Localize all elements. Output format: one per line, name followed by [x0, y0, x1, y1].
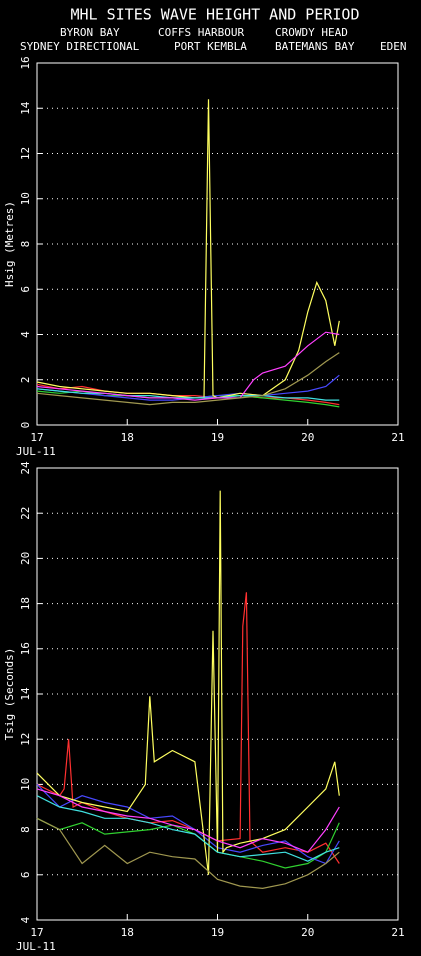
x-tick-label: 19 — [211, 926, 224, 939]
x-tick-label: 21 — [391, 431, 404, 444]
y-tick-label: 6 — [19, 871, 32, 878]
y-tick-label: 8 — [19, 241, 32, 248]
y-tick-label: 16 — [19, 56, 32, 69]
plot-frame — [36, 467, 399, 921]
y-tick-label: 2 — [19, 376, 32, 383]
y-tick-label: 18 — [19, 597, 32, 610]
series-line — [36, 99, 340, 399]
y-tick-label: 14 — [19, 687, 32, 701]
x-axis-label: JUL-11 — [16, 940, 56, 953]
legend-entry: SYDNEY DIRECTIONAL — [20, 40, 140, 53]
series-line — [36, 374, 340, 401]
y-tick-label: 10 — [19, 778, 32, 791]
x-tick-label: 19 — [211, 431, 224, 444]
legend-entry: PORT KEMBLA — [174, 40, 247, 53]
series-line — [36, 383, 340, 406]
legend-entry: EDEN — [380, 40, 407, 53]
legend-entry: BYRON BAY — [60, 26, 120, 39]
y-tick-label: 4 — [19, 331, 32, 338]
series-line — [36, 817, 340, 890]
y-tick-label: 22 — [19, 507, 32, 520]
series-line — [36, 788, 340, 853]
x-tick-label: 20 — [301, 926, 314, 939]
x-tick-label: 18 — [121, 926, 134, 939]
y-tick-label: 8 — [19, 826, 32, 833]
y-tick-label: 6 — [19, 286, 32, 293]
legend-entry: COFFS HARBOUR — [158, 26, 244, 39]
x-axis-label: JUL-11 — [16, 445, 56, 458]
legend-entry: BATEMANS BAY — [275, 40, 355, 53]
series-line — [36, 352, 340, 406]
series-line — [36, 783, 340, 865]
y-axis-label: Tsig (Seconds) — [3, 648, 16, 741]
y-tick-label: 10 — [19, 192, 32, 205]
x-tick-label: 20 — [301, 431, 314, 444]
x-tick-label: 17 — [30, 431, 43, 444]
y-tick-label: 16 — [19, 642, 32, 655]
y-tick-label: 14 — [19, 101, 32, 115]
series-line — [36, 388, 340, 401]
series-line — [36, 490, 340, 875]
y-tick-label: 4 — [19, 916, 32, 923]
legend-entry: CROWDY HEAD — [275, 26, 348, 39]
x-tick-label: 18 — [121, 431, 134, 444]
plot-frame — [36, 62, 399, 426]
y-tick-label: 0 — [19, 422, 32, 429]
x-tick-label: 17 — [30, 926, 43, 939]
y-tick-label: 20 — [19, 552, 32, 565]
x-tick-label: 21 — [391, 926, 404, 939]
y-tick-label: 12 — [19, 147, 32, 160]
y-tick-label: 24 — [19, 461, 32, 475]
chart-title: MHL SITES WAVE HEIGHT AND PERIOD — [71, 6, 360, 24]
y-tick-label: 12 — [19, 733, 32, 746]
series-line — [36, 331, 340, 401]
series-line — [36, 795, 340, 862]
y-axis-label: Hsig (Metres) — [3, 201, 16, 287]
